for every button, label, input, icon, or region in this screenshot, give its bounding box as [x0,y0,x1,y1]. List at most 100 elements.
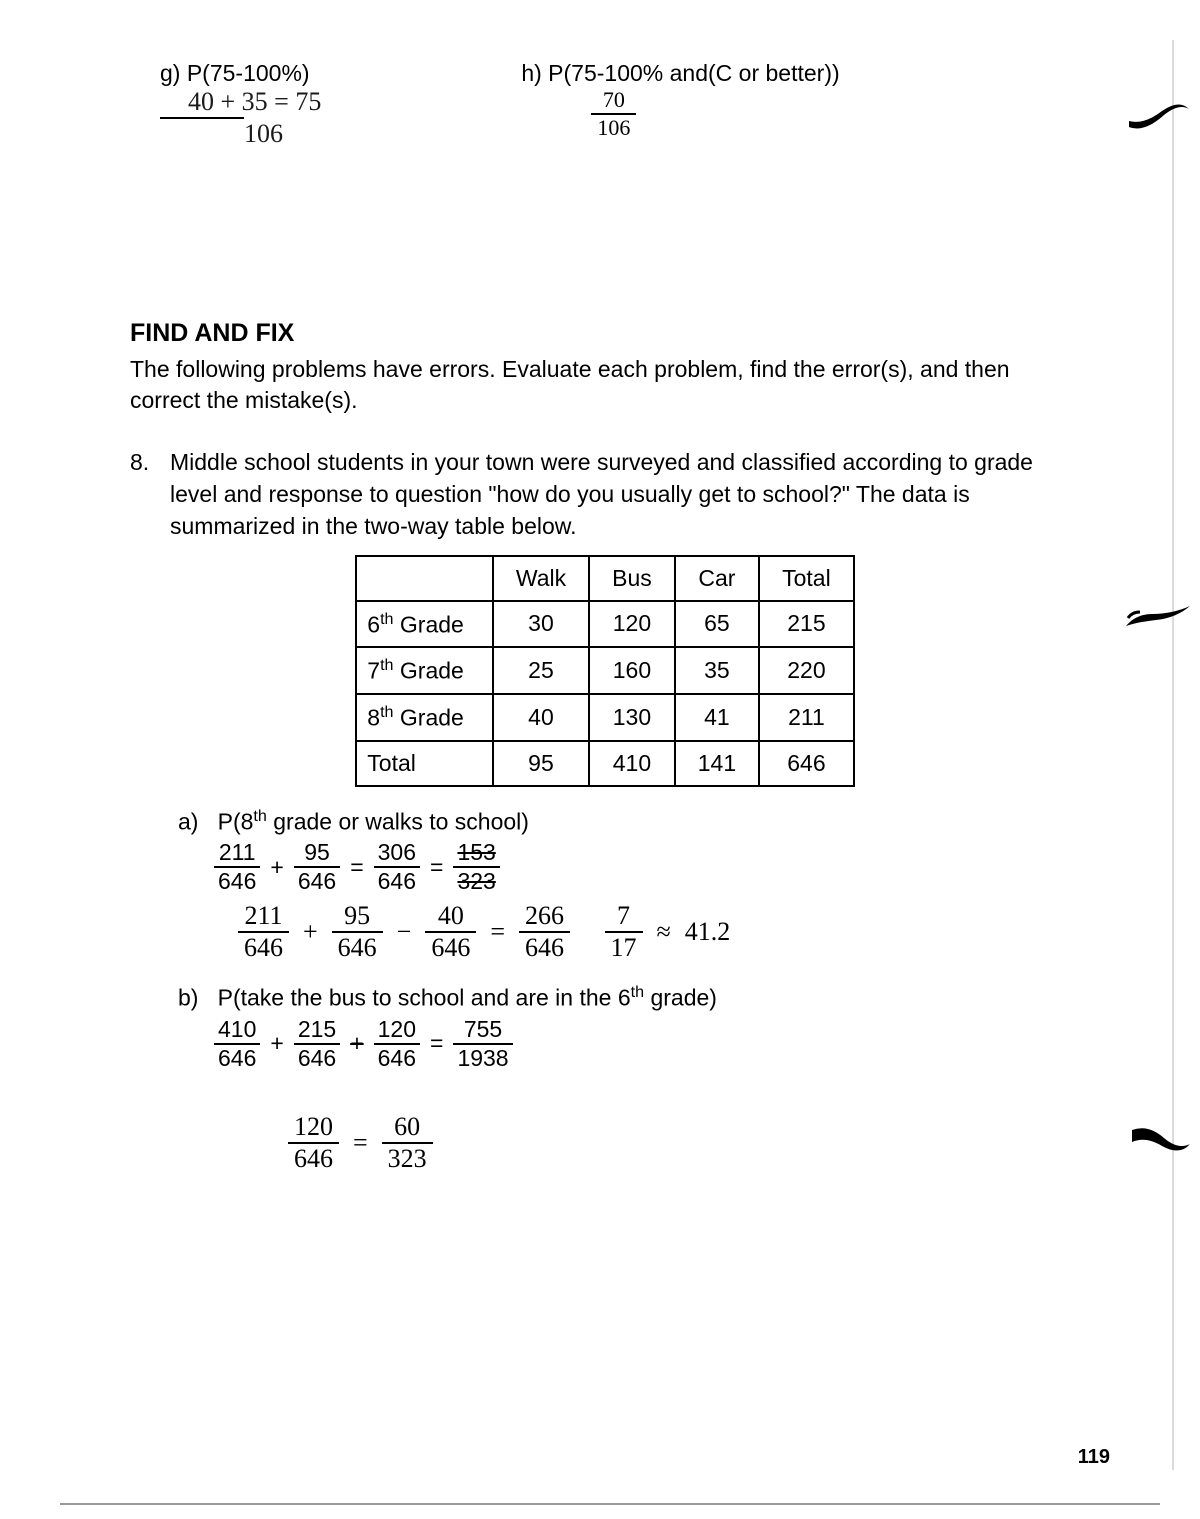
frac-den: 646 [294,1045,340,1072]
row-7th-label: 7th Grade [356,647,493,694]
table-row: 8th Grade 40 130 41 211 [356,694,853,741]
problem-h-num: 70 [591,87,636,115]
struck-fraction: 153323 [453,839,499,895]
hw-den: 646 [288,1144,339,1174]
page-content: g) P(75-100%) 40 + 35 = 75 106 h) P(75-1… [0,0,1200,1234]
subproblem-a-printed: 211646 + 95646 = 306646 = 153323 [178,839,1080,895]
hw-den: 646 [332,933,383,963]
scan-bottom-line [60,1503,1160,1505]
page-number: 119 [1078,1446,1110,1469]
hw-num: 40 [425,901,476,933]
table-header-walk: Walk [493,556,589,601]
problem-g-work-line: 40 + 35 = 75 [160,87,321,117]
problem-g-work-denom: 106 [160,117,244,149]
frac-num: 211 [214,839,260,868]
problem-h: h) P(75-100% and(C or better)) 70 106 [521,60,839,149]
divider [584,917,591,947]
problem-g-label: g) P(75-100%) [160,60,321,87]
cell: 30 [493,601,589,648]
subproblem-b-printed: 410646 + 215646 + 120646 = 7551938 [178,1016,1080,1072]
subproblem-a-handwritten: 211646 + 95646 − 40646 = 266646 717 ≈ 41… [178,901,1080,963]
plus-sign: + [270,854,283,881]
subproblem-a-label: a) P(8th grade or walks to school) [178,807,1080,836]
subproblem-b-handwritten: 120646 = 60323 [178,1112,1080,1174]
equals-sign: = [430,1030,443,1057]
approx-sign: ≈ [657,917,671,947]
hw-den: 646 [519,933,570,963]
table-row: Total 95 410 141 646 [356,741,853,786]
row-8th-label: 8th Grade [356,694,493,741]
subproblem-b-label: b) P(take the bus to school and are in t… [178,983,1080,1012]
cell: 120 [589,601,675,648]
frac-num: 95 [294,839,340,868]
hw-num: 120 [288,1112,339,1144]
cell: 35 [675,647,759,694]
frac-num: 410 [214,1016,260,1045]
subproblems: a) P(8th grade or walks to school) 21164… [130,807,1080,1174]
hw-den: 646 [238,933,289,963]
top-problems: g) P(75-100%) 40 + 35 = 75 106 h) P(75-1… [130,60,1080,149]
hw-num: 95 [332,901,383,933]
table-header-row: Walk Bus Car Total [356,556,853,601]
plus-sign: + [270,1030,283,1057]
table-header-car: Car [675,556,759,601]
equals-sign: = [430,854,443,881]
table-row: 7th Grade 25 160 35 220 [356,647,853,694]
cell: 130 [589,694,675,741]
frac-den: 646 [214,868,260,895]
frac-den: 646 [294,868,340,895]
frac-den: 646 [214,1045,260,1072]
problem-h-fraction: 70 106 [591,87,636,141]
hw-num: 7 [605,901,643,933]
subproblem-a: a) P(8th grade or walks to school) 21164… [178,807,1080,964]
subproblem-b: b) P(take the bus to school and are in t… [178,983,1080,1174]
cell: 410 [589,741,675,786]
frac-den: 323 [453,868,499,895]
cell: 160 [589,647,675,694]
minus-sign: − [397,917,412,947]
cell: 40 [493,694,589,741]
hw-den: 646 [425,933,476,963]
frac-num: 306 [374,839,420,868]
cell: 25 [493,647,589,694]
frac-num: 215 [294,1016,340,1045]
question-8-text: Middle school students in your town were… [170,446,1080,543]
table-header-total: Total [759,556,854,601]
cell: 211 [759,694,854,741]
hw-num: 211 [238,901,289,933]
two-way-table: Walk Bus Car Total 6th Grade 30 120 65 2… [355,555,854,787]
frac-num: 755 [453,1016,512,1045]
hw-den: 17 [605,933,643,963]
row-total-label: Total [356,741,493,786]
hw-num: 60 [382,1112,433,1144]
plus-sign: + [303,917,318,947]
row-6th-label: 6th Grade [356,601,493,648]
cell: 41 [675,694,759,741]
find-and-fix-instructions: The following problems have errors. Eval… [130,354,1080,416]
hw-percent: 41.2 [685,917,731,947]
problem-g: g) P(75-100%) 40 + 35 = 75 106 [160,60,321,149]
table-header-blank [356,556,493,601]
table-row: 6th Grade 30 120 65 215 [356,601,853,648]
cell: 215 [759,601,854,648]
cell: 65 [675,601,759,648]
frac-den: 646 [374,868,420,895]
table-header-bus: Bus [589,556,675,601]
frac-den: 646 [374,1045,420,1072]
equals-sign: = [353,1128,368,1158]
cell: 220 [759,647,854,694]
question-8: 8. Middle school students in your town w… [130,446,1080,543]
problem-h-label: h) P(75-100% and(C or better)) [521,60,839,87]
cell: 95 [493,741,589,786]
question-8-number: 8. [130,446,158,543]
hw-num: 266 [519,901,570,933]
find-and-fix-heading: FIND AND FIX [130,319,1080,348]
equals-sign: = [350,854,363,881]
cell: 646 [759,741,854,786]
cell: 141 [675,741,759,786]
hw-den: 323 [382,1144,433,1174]
struck-plus: + [350,1030,363,1057]
equals-sign: = [490,917,505,947]
frac-num: 120 [374,1016,420,1045]
problem-h-denom: 106 [591,115,636,141]
